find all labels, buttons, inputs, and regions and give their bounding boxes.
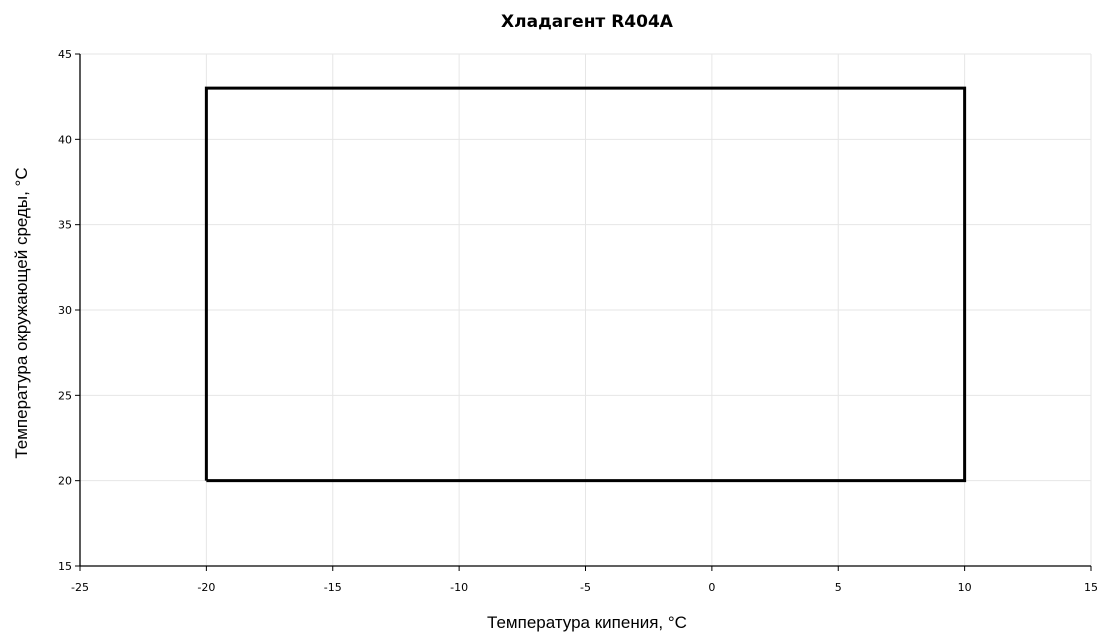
x-tick-label: -5 (580, 581, 591, 594)
chart-title: Хладагент R404A (501, 12, 674, 32)
series (204, 86, 967, 483)
y-tick-label: 35 (58, 219, 72, 232)
y-tick-label: 45 (58, 48, 72, 61)
y-tick-label: 20 (58, 475, 72, 488)
x-tick-label: -15 (324, 581, 342, 594)
y-tick-label: 25 (58, 389, 72, 402)
x-axis-ticks: -25 -20 -15 -10 -5 0 5 10 15 (71, 566, 1098, 594)
x-tick-label: 10 (958, 581, 972, 594)
y-tick-label: 15 (58, 560, 72, 573)
y-tick-label: 30 (58, 304, 72, 317)
y-tick-label: 40 (58, 133, 72, 146)
y-axis-label: Температура окружающей среды, °C (12, 167, 31, 458)
grid (80, 53, 1092, 566)
y-axis-ticks: 15 20 25 30 35 40 45 (58, 48, 80, 573)
x-tick-label: 15 (1084, 581, 1098, 594)
x-tick-label: -20 (197, 581, 215, 594)
x-tick-label: 0 (708, 581, 715, 594)
series-line (204, 86, 967, 483)
x-tick-label: 5 (835, 581, 842, 594)
x-tick-label: -25 (71, 581, 89, 594)
x-tick-label: -10 (450, 581, 468, 594)
x-axis-label: Температура кипения, °C (487, 613, 687, 632)
